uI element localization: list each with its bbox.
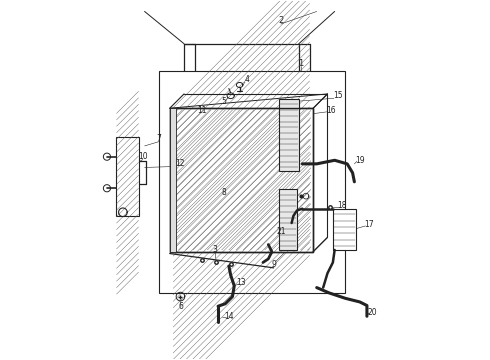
Text: 1: 1 xyxy=(298,59,303,68)
Text: 10: 10 xyxy=(138,152,147,161)
Text: 15: 15 xyxy=(333,91,343,100)
Bar xyxy=(333,209,356,250)
Text: 14: 14 xyxy=(224,312,234,321)
Text: 12: 12 xyxy=(176,159,185,168)
Text: 18: 18 xyxy=(337,201,346,210)
Text: 20: 20 xyxy=(368,308,377,317)
Text: 13: 13 xyxy=(237,278,246,287)
Bar xyxy=(116,137,139,216)
Text: 5: 5 xyxy=(221,96,226,105)
Text: 3: 3 xyxy=(212,246,217,255)
Text: 8: 8 xyxy=(221,188,226,197)
Text: 17: 17 xyxy=(364,220,373,229)
Text: 4: 4 xyxy=(245,75,249,84)
Text: 16: 16 xyxy=(326,105,336,114)
Bar xyxy=(172,110,311,250)
Bar xyxy=(173,112,310,248)
Text: 11: 11 xyxy=(197,105,207,114)
Bar xyxy=(170,108,313,252)
Bar xyxy=(279,189,297,250)
Text: 7: 7 xyxy=(156,134,161,143)
Bar xyxy=(170,108,313,252)
Bar xyxy=(159,71,345,293)
Text: 21: 21 xyxy=(276,228,286,237)
Text: 2: 2 xyxy=(278,16,284,25)
Text: 9: 9 xyxy=(271,260,276,269)
Bar xyxy=(279,99,299,171)
Text: 19: 19 xyxy=(355,156,365,165)
Bar xyxy=(170,108,176,252)
Text: 6: 6 xyxy=(178,302,183,311)
